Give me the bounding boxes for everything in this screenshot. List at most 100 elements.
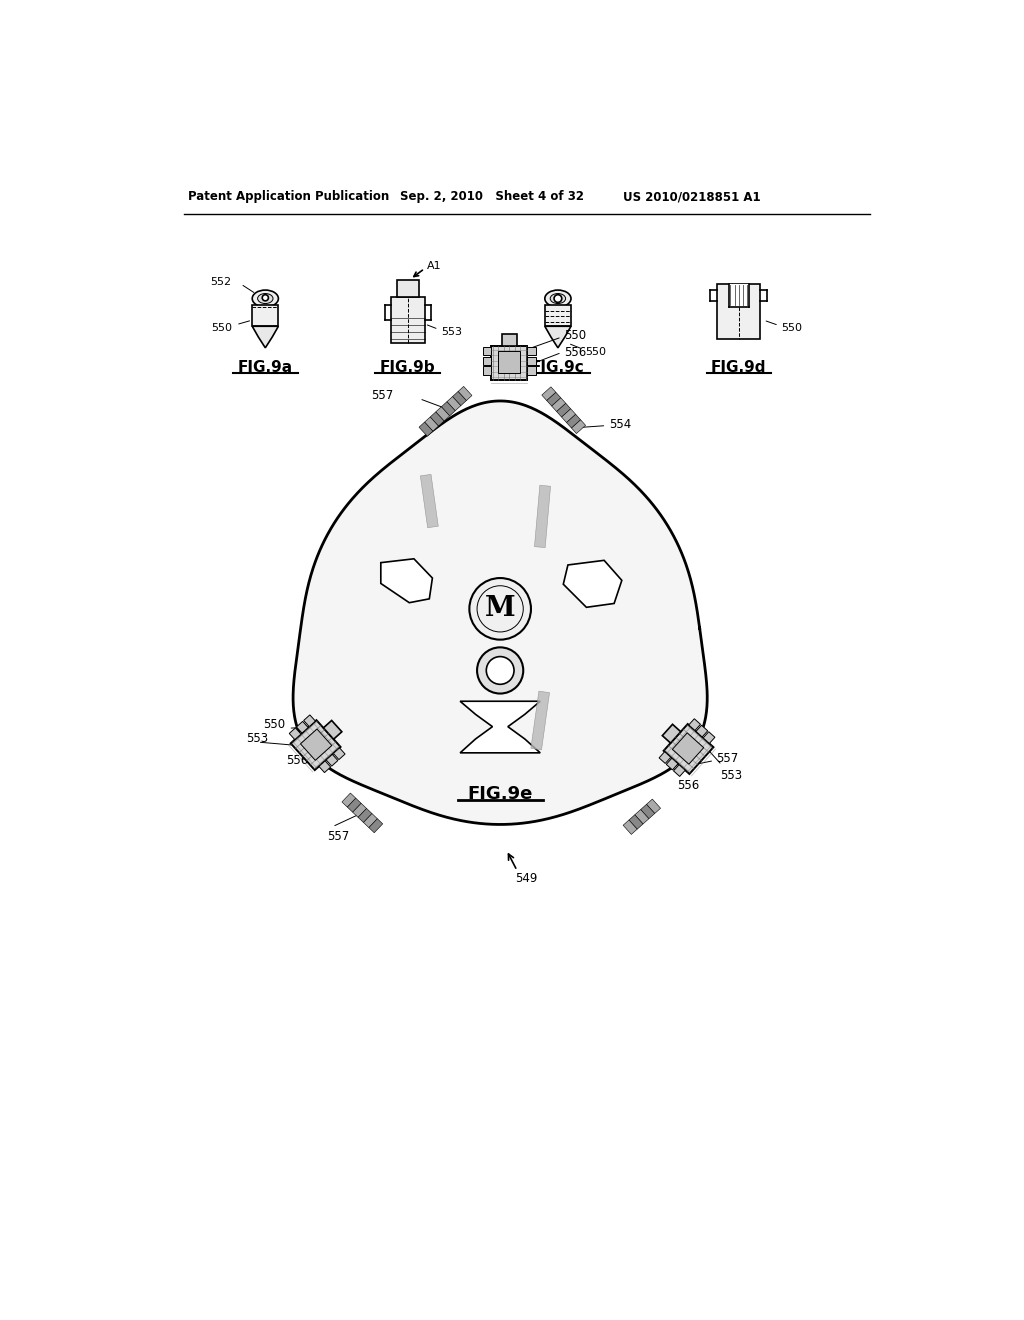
Polygon shape [324, 721, 342, 739]
Text: A1: A1 [427, 261, 441, 271]
Polygon shape [629, 814, 643, 829]
Polygon shape [342, 793, 355, 807]
FancyBboxPatch shape [391, 297, 425, 343]
Polygon shape [483, 356, 492, 364]
Text: Patent Application Publication: Patent Application Publication [188, 190, 389, 203]
Polygon shape [458, 387, 472, 400]
Polygon shape [291, 721, 341, 770]
Polygon shape [381, 558, 432, 603]
Text: 553: 553 [246, 733, 268, 746]
Polygon shape [483, 347, 492, 355]
Ellipse shape [258, 293, 273, 304]
Circle shape [486, 656, 514, 684]
FancyBboxPatch shape [252, 305, 279, 326]
Text: 553: 553 [720, 770, 742, 783]
Polygon shape [542, 387, 556, 400]
Polygon shape [358, 808, 372, 822]
Polygon shape [419, 422, 433, 437]
Polygon shape [420, 474, 438, 528]
Polygon shape [304, 715, 315, 726]
Polygon shape [430, 412, 444, 426]
Text: 549: 549 [515, 871, 538, 884]
Polygon shape [689, 719, 700, 730]
Polygon shape [623, 820, 637, 834]
Polygon shape [527, 356, 536, 364]
Text: 550: 550 [211, 323, 231, 333]
Polygon shape [492, 346, 527, 380]
Text: Sep. 2, 2010   Sheet 4 of 32: Sep. 2, 2010 Sheet 4 of 32 [400, 190, 584, 203]
Polygon shape [252, 326, 279, 348]
Text: 552: 552 [210, 277, 231, 286]
Circle shape [469, 578, 531, 640]
Text: 554: 554 [608, 417, 631, 430]
Polygon shape [674, 764, 685, 776]
FancyBboxPatch shape [545, 305, 571, 326]
Ellipse shape [252, 290, 279, 308]
Polygon shape [641, 804, 654, 818]
Text: FIG.9b: FIG.9b [380, 360, 435, 375]
Polygon shape [502, 334, 517, 346]
Polygon shape [289, 727, 301, 739]
Polygon shape [326, 754, 338, 766]
Text: 556: 556 [677, 779, 699, 792]
Polygon shape [527, 367, 536, 375]
Polygon shape [535, 486, 551, 548]
Polygon shape [499, 351, 520, 374]
Polygon shape [300, 729, 332, 760]
Text: 550: 550 [781, 323, 802, 333]
Text: 557: 557 [371, 389, 393, 403]
Circle shape [477, 647, 523, 693]
Circle shape [554, 294, 562, 302]
Polygon shape [646, 799, 660, 813]
Text: FIG.9e: FIG.9e [468, 784, 532, 803]
Polygon shape [441, 401, 456, 416]
FancyBboxPatch shape [397, 280, 419, 297]
Polygon shape [446, 396, 461, 411]
Ellipse shape [550, 293, 565, 304]
Text: 557: 557 [717, 752, 738, 766]
Polygon shape [460, 701, 541, 752]
Polygon shape [425, 417, 438, 432]
Polygon shape [563, 561, 622, 607]
Polygon shape [545, 326, 571, 348]
Polygon shape [571, 420, 586, 433]
Polygon shape [664, 723, 714, 774]
Text: FIG.9d: FIG.9d [711, 360, 767, 375]
Polygon shape [547, 392, 561, 407]
Polygon shape [483, 367, 492, 375]
Polygon shape [635, 809, 649, 824]
Polygon shape [552, 397, 566, 412]
Text: FIG.9a: FIG.9a [238, 360, 293, 375]
Polygon shape [352, 804, 367, 817]
Polygon shape [667, 758, 678, 770]
Polygon shape [659, 751, 671, 763]
Polygon shape [318, 760, 331, 772]
Text: M: M [484, 595, 515, 622]
Circle shape [262, 294, 268, 301]
Text: 550: 550 [564, 329, 586, 342]
FancyBboxPatch shape [729, 284, 749, 308]
Polygon shape [527, 347, 536, 355]
Text: 556: 556 [564, 346, 587, 359]
Polygon shape [369, 818, 383, 833]
Text: 557: 557 [327, 829, 349, 842]
Text: 550: 550 [263, 718, 285, 731]
Polygon shape [696, 725, 708, 737]
Polygon shape [663, 725, 681, 743]
Polygon shape [703, 731, 715, 743]
Polygon shape [347, 799, 361, 812]
Polygon shape [530, 692, 550, 750]
Polygon shape [561, 409, 575, 422]
Polygon shape [334, 748, 345, 759]
Text: 550: 550 [586, 347, 606, 356]
Polygon shape [673, 733, 703, 764]
Polygon shape [436, 407, 450, 421]
Text: 556: 556 [286, 754, 308, 767]
Polygon shape [297, 722, 308, 733]
FancyBboxPatch shape [717, 284, 761, 339]
Text: 553: 553 [441, 326, 462, 337]
Polygon shape [364, 813, 378, 828]
Polygon shape [453, 392, 466, 405]
Text: FIG.9c: FIG.9c [531, 360, 585, 375]
Polygon shape [557, 404, 570, 417]
